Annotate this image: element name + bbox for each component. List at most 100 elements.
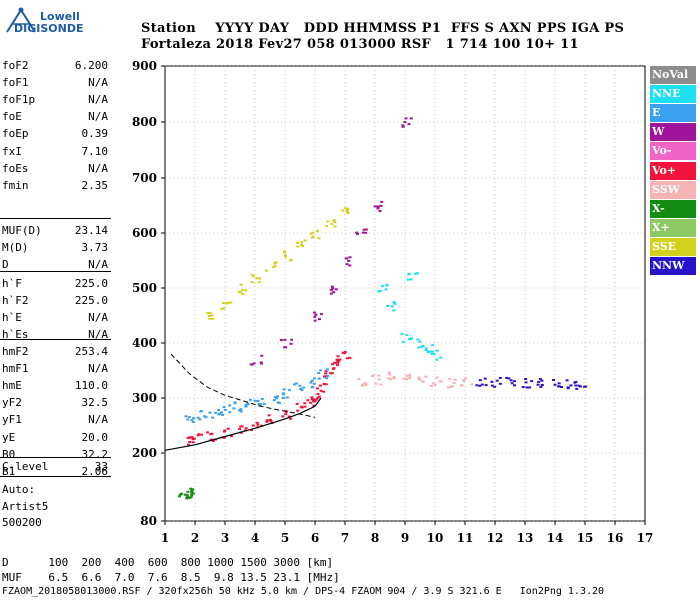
data-point-2 — [447, 386, 451, 389]
data-point-3 — [505, 376, 509, 379]
data-point-1 — [192, 417, 196, 420]
data-point-0 — [330, 372, 334, 375]
data-point-6 — [378, 210, 382, 213]
param-label: h`Es — [2, 328, 29, 342]
data-point-2 — [374, 382, 378, 385]
data-point-4 — [400, 332, 404, 335]
data-point-1 — [186, 418, 190, 421]
data-point-5 — [300, 241, 304, 244]
y-tick-label: 900 — [132, 59, 157, 73]
data-point-2 — [387, 371, 391, 374]
data-point-0 — [324, 370, 328, 373]
logo-line2: DIGISONDE — [14, 22, 84, 35]
data-point-0 — [316, 393, 320, 396]
data-point-5 — [264, 269, 268, 272]
data-point-2 — [388, 373, 392, 376]
data-point-6 — [313, 319, 317, 322]
data-point-2 — [462, 379, 466, 382]
data-point-1 — [218, 412, 222, 415]
param-label: yE — [2, 430, 16, 444]
data-point-2 — [392, 377, 396, 380]
x-tick-label: 10 — [427, 531, 444, 545]
x-tick-label: 9 — [401, 531, 409, 545]
data-point-1 — [257, 403, 261, 406]
data-point-2 — [392, 376, 396, 379]
data-point-6 — [407, 123, 411, 126]
param-group2-0: MUF(D) 23.14 — [2, 224, 108, 241]
data-point-0 — [303, 402, 307, 405]
data-point-5 — [207, 314, 211, 317]
data-point-7 — [189, 487, 193, 490]
legend-item-e: E — [650, 104, 696, 123]
data-point-4 — [435, 358, 439, 361]
data-point-3 — [478, 384, 482, 387]
legend-item-w: W — [650, 123, 696, 142]
param-value: 225.0 — [74, 294, 108, 308]
data-point-5 — [220, 308, 224, 311]
data-point-1 — [302, 386, 306, 389]
panel-separator — [0, 271, 111, 272]
data-point-3 — [475, 384, 479, 387]
data-point-0 — [329, 372, 333, 375]
x-tick-label: 14 — [547, 531, 564, 545]
data-point-2 — [460, 384, 464, 387]
data-point-4 — [439, 356, 443, 359]
data-point-1 — [310, 386, 314, 389]
data-point-0 — [306, 399, 310, 402]
y-tick-label: 800 — [132, 115, 157, 129]
param-value: N/A — [88, 362, 108, 376]
data-point-3 — [530, 380, 534, 383]
data-point-0 — [209, 438, 213, 441]
data-point-3 — [490, 384, 494, 387]
data-point-1 — [282, 388, 286, 391]
data-point-1 — [253, 399, 257, 402]
data-point-1 — [272, 399, 276, 402]
data-point-4 — [420, 346, 424, 349]
data-point-5 — [309, 232, 313, 235]
data-point-6 — [318, 318, 322, 321]
data-point-5 — [310, 236, 314, 239]
data-point-5 — [299, 243, 303, 246]
data-point-4 — [407, 338, 411, 341]
data-point-6 — [376, 205, 380, 208]
data-point-0 — [187, 443, 191, 446]
param-value: 6.200 — [74, 59, 108, 72]
data-point-0 — [281, 415, 285, 418]
data-point-0 — [295, 402, 299, 405]
data-point-1 — [300, 389, 304, 392]
data-point-0 — [191, 438, 195, 441]
data-point-1 — [281, 393, 285, 396]
data-point-0 — [211, 439, 215, 442]
data-point-5 — [333, 221, 337, 224]
data-point-3 — [483, 377, 487, 380]
data-point-4 — [381, 285, 385, 288]
data-point-1 — [187, 416, 191, 419]
param-group1-4: foEp 0.39 — [2, 127, 108, 144]
data-point-6 — [376, 207, 380, 210]
data-point-4 — [418, 340, 422, 343]
data-point-5 — [208, 312, 212, 315]
data-point-1 — [285, 396, 289, 399]
x-tick-label: 17 — [637, 531, 654, 545]
param-value: 23.14 — [74, 224, 108, 237]
data-point-6 — [259, 361, 263, 364]
param-label: fxI — [2, 144, 22, 158]
profile-curve-line — [164, 397, 322, 451]
data-point-5 — [283, 254, 287, 257]
param-label: h`F2 — [2, 294, 29, 308]
data-point-1 — [196, 416, 200, 419]
data-point-0 — [324, 383, 328, 386]
x-tick-label: 6 — [311, 531, 319, 545]
data-point-0 — [323, 375, 327, 378]
param-value: 253.4 — [74, 345, 108, 358]
data-point-1 — [259, 403, 263, 406]
data-point-3 — [557, 385, 561, 388]
data-point-3 — [509, 379, 513, 382]
data-point-2 — [371, 375, 375, 378]
data-point-1 — [203, 415, 207, 418]
param-value: 7.10 — [81, 144, 109, 158]
data-point-0 — [269, 420, 273, 423]
data-point-3 — [552, 378, 556, 381]
data-point-1 — [228, 411, 232, 414]
data-point-7 — [191, 488, 195, 491]
